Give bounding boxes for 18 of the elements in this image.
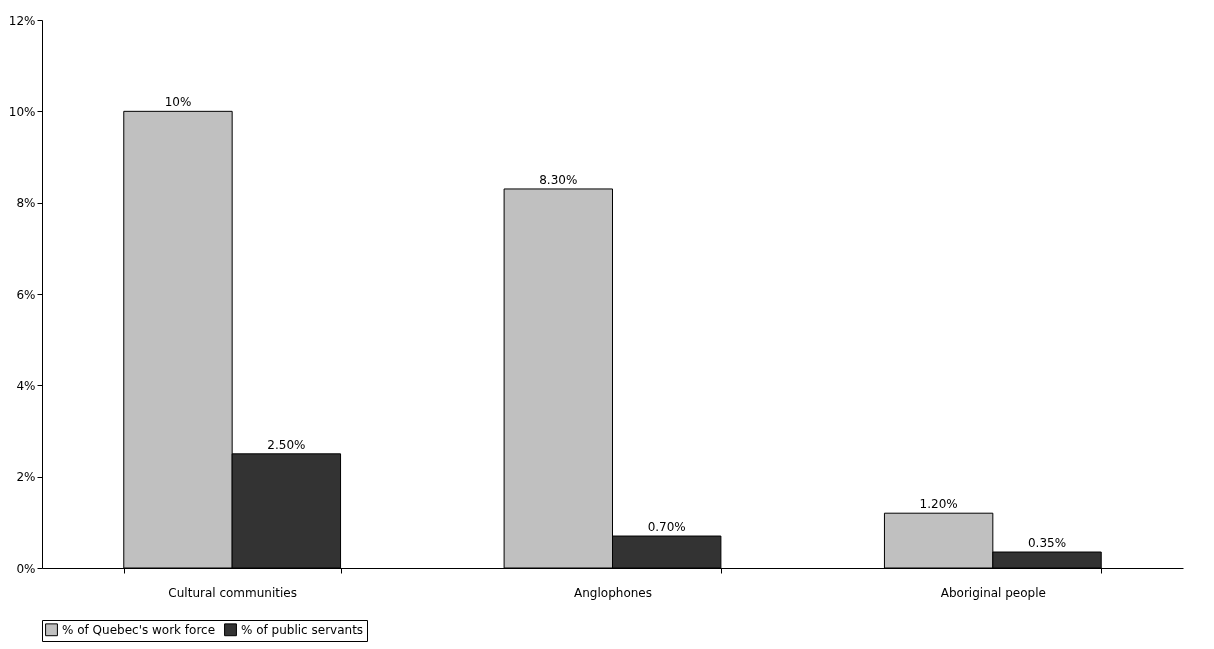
y-tick-label: 6% (16, 287, 36, 302)
y-tick-label: 2% (16, 470, 36, 485)
data-label: 2.50% (267, 437, 306, 452)
legend-label: % of Quebec's work force (62, 622, 216, 637)
y-tick-label: 4% (16, 378, 36, 393)
legend-label: % of public servants (241, 622, 364, 637)
y-tick-label: 10% (8, 104, 36, 119)
x-tick-label: Aboriginal people (940, 585, 1046, 600)
data-label: 1.20% (919, 497, 958, 512)
x-tick-label: Cultural communities (168, 585, 297, 600)
y-tick-label: 12% (8, 13, 36, 28)
data-label: 10% (164, 95, 192, 110)
data-label: 8.30% (539, 172, 578, 187)
x-tick-label: Anglophones (574, 585, 652, 600)
data-label: 0.70% (647, 520, 686, 535)
y-tick-label: 8% (16, 196, 36, 211)
data-label: 0.35% (1027, 536, 1067, 551)
y-tick-label: 0% (16, 561, 36, 576)
